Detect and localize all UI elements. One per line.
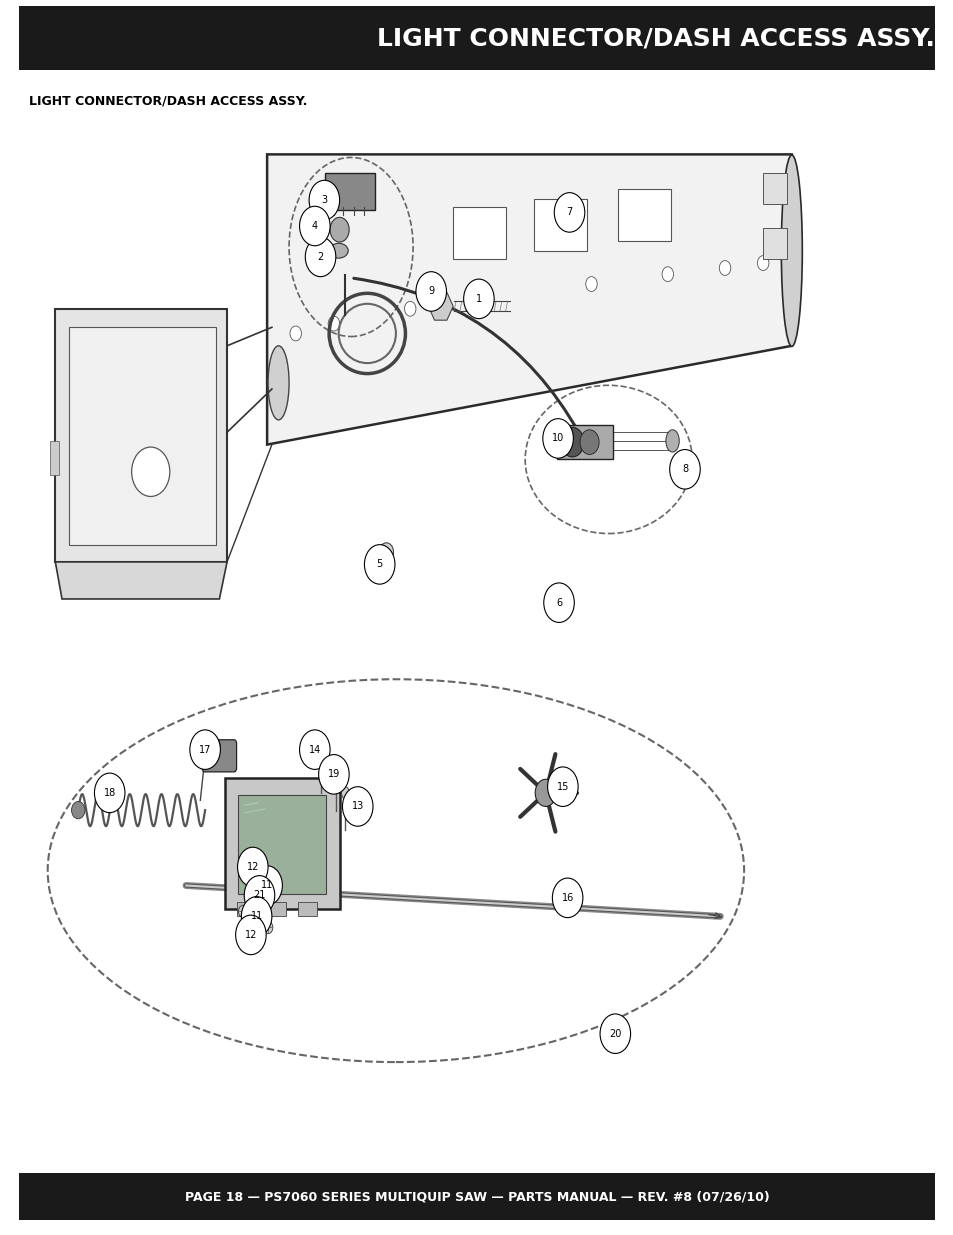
FancyBboxPatch shape bbox=[618, 189, 670, 241]
Text: 12: 12 bbox=[247, 862, 258, 872]
FancyBboxPatch shape bbox=[453, 207, 505, 259]
Circle shape bbox=[719, 261, 730, 275]
Circle shape bbox=[404, 301, 416, 316]
Text: 18: 18 bbox=[104, 788, 115, 798]
Text: 7: 7 bbox=[566, 207, 572, 217]
FancyBboxPatch shape bbox=[225, 778, 339, 909]
Ellipse shape bbox=[781, 154, 801, 346]
Circle shape bbox=[299, 206, 330, 246]
Text: 6: 6 bbox=[556, 598, 561, 608]
Circle shape bbox=[241, 897, 272, 936]
Circle shape bbox=[669, 450, 700, 489]
Circle shape bbox=[290, 326, 301, 341]
Text: LIGHT CONNECTOR/DASH ACCESS ASSY.: LIGHT CONNECTOR/DASH ACCESS ASSY. bbox=[376, 26, 934, 51]
Circle shape bbox=[757, 256, 768, 270]
FancyBboxPatch shape bbox=[202, 740, 236, 772]
Circle shape bbox=[542, 419, 573, 458]
Circle shape bbox=[190, 730, 220, 769]
Circle shape bbox=[554, 193, 584, 232]
Text: 17: 17 bbox=[199, 745, 211, 755]
Circle shape bbox=[309, 180, 339, 220]
Circle shape bbox=[599, 1014, 630, 1053]
Circle shape bbox=[463, 279, 494, 319]
Circle shape bbox=[342, 787, 373, 826]
FancyBboxPatch shape bbox=[19, 6, 934, 70]
Circle shape bbox=[579, 430, 598, 454]
Ellipse shape bbox=[268, 346, 289, 420]
Text: 8: 8 bbox=[681, 464, 687, 474]
FancyBboxPatch shape bbox=[19, 1173, 934, 1220]
Ellipse shape bbox=[332, 768, 339, 781]
Polygon shape bbox=[55, 309, 227, 562]
Text: 20: 20 bbox=[609, 1029, 620, 1039]
Circle shape bbox=[535, 779, 556, 806]
FancyBboxPatch shape bbox=[762, 228, 786, 259]
Circle shape bbox=[94, 773, 125, 813]
FancyBboxPatch shape bbox=[236, 902, 255, 916]
Text: 2: 2 bbox=[317, 252, 323, 262]
Circle shape bbox=[661, 267, 673, 282]
Text: 1: 1 bbox=[476, 294, 481, 304]
FancyBboxPatch shape bbox=[297, 902, 316, 916]
Text: LIGHT CONNECTOR/DASH ACCESS ASSY.: LIGHT CONNECTOR/DASH ACCESS ASSY. bbox=[29, 95, 307, 107]
Circle shape bbox=[235, 915, 266, 955]
Text: PAGE 18 — PS7060 SERIES MULTIQUIP SAW — PARTS MANUAL — REV. #8 (07/26/10): PAGE 18 — PS7060 SERIES MULTIQUIP SAW — … bbox=[185, 1191, 768, 1203]
Text: 15: 15 bbox=[557, 782, 568, 792]
Text: 11: 11 bbox=[261, 881, 273, 890]
Circle shape bbox=[328, 316, 339, 331]
FancyBboxPatch shape bbox=[557, 425, 613, 459]
Text: 21: 21 bbox=[253, 890, 265, 900]
Text: 4: 4 bbox=[312, 221, 317, 231]
Ellipse shape bbox=[317, 750, 325, 762]
Ellipse shape bbox=[251, 913, 260, 925]
FancyBboxPatch shape bbox=[50, 441, 59, 475]
Text: 10: 10 bbox=[552, 433, 563, 443]
FancyBboxPatch shape bbox=[238, 795, 326, 894]
Circle shape bbox=[237, 847, 268, 887]
Circle shape bbox=[252, 866, 282, 905]
Circle shape bbox=[132, 447, 170, 496]
Text: 3: 3 bbox=[321, 195, 327, 205]
Circle shape bbox=[71, 802, 85, 819]
Text: 12: 12 bbox=[245, 930, 256, 940]
Ellipse shape bbox=[329, 243, 348, 258]
Circle shape bbox=[330, 217, 349, 242]
Polygon shape bbox=[55, 562, 227, 599]
Text: 16: 16 bbox=[561, 893, 573, 903]
Circle shape bbox=[552, 878, 582, 918]
Text: 13: 13 bbox=[352, 802, 363, 811]
Circle shape bbox=[560, 427, 583, 457]
Circle shape bbox=[244, 876, 274, 915]
Circle shape bbox=[305, 237, 335, 277]
FancyBboxPatch shape bbox=[534, 199, 586, 251]
Circle shape bbox=[471, 291, 482, 306]
Circle shape bbox=[364, 545, 395, 584]
Circle shape bbox=[201, 735, 220, 760]
Ellipse shape bbox=[263, 921, 273, 934]
Text: 9: 9 bbox=[428, 287, 434, 296]
FancyBboxPatch shape bbox=[762, 173, 786, 204]
Polygon shape bbox=[428, 293, 453, 320]
Text: 5: 5 bbox=[376, 559, 382, 569]
Ellipse shape bbox=[238, 905, 248, 918]
Ellipse shape bbox=[665, 430, 679, 452]
Ellipse shape bbox=[341, 787, 349, 799]
Polygon shape bbox=[267, 154, 791, 445]
Text: 19: 19 bbox=[328, 769, 339, 779]
Circle shape bbox=[299, 730, 330, 769]
FancyBboxPatch shape bbox=[325, 173, 375, 210]
FancyBboxPatch shape bbox=[69, 327, 215, 545]
Circle shape bbox=[318, 755, 349, 794]
Text: 14: 14 bbox=[309, 745, 320, 755]
Circle shape bbox=[543, 583, 574, 622]
Circle shape bbox=[547, 767, 578, 806]
FancyBboxPatch shape bbox=[267, 902, 286, 916]
Circle shape bbox=[416, 272, 446, 311]
Circle shape bbox=[585, 277, 597, 291]
Ellipse shape bbox=[379, 543, 394, 561]
Text: 11: 11 bbox=[251, 911, 262, 921]
